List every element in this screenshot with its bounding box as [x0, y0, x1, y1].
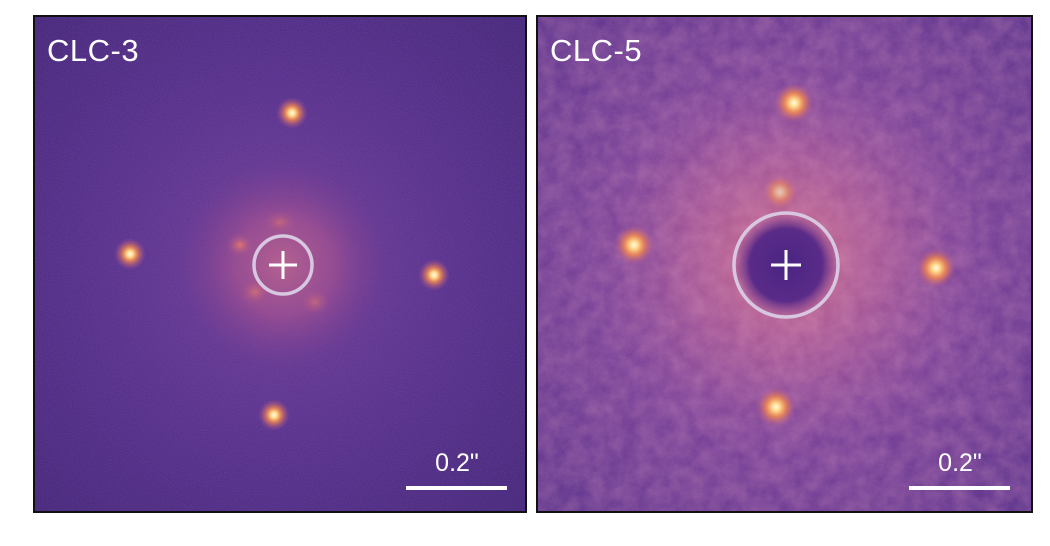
scale-bar-label: 0.2"	[938, 449, 982, 477]
clc3-speckle	[262, 210, 298, 234]
image-panel-clc3: CLC-3 0.2"	[33, 15, 527, 513]
clc3-speckle	[299, 288, 331, 316]
clc3-spot-bottom	[258, 399, 290, 431]
clc5-spot-left	[614, 225, 654, 265]
clc3-spot-left	[114, 238, 146, 270]
clc3-speckle	[239, 278, 271, 306]
clc5-image	[538, 17, 1031, 511]
scale-bar	[909, 486, 1010, 490]
scale-bar	[406, 486, 507, 490]
clc3-spot-top	[276, 97, 308, 129]
scale-bar-label: 0.2"	[435, 449, 479, 477]
clc3-spot-right	[418, 259, 450, 291]
clc3-image	[35, 17, 525, 511]
panel-label: CLC-5	[550, 33, 643, 68]
clc3-speckle	[226, 233, 254, 257]
clc5-spot-right	[916, 248, 956, 288]
clc3-mask-circle	[252, 234, 314, 296]
image-panel-clc5: CLC-5 0.2"	[536, 15, 1033, 513]
clc5-mask-circle	[732, 211, 840, 319]
panel-label: CLC-3	[47, 33, 140, 68]
clc5-speckle	[762, 174, 798, 210]
clc5-spot-bottom	[756, 387, 796, 427]
clc5-spot-top	[774, 83, 814, 123]
